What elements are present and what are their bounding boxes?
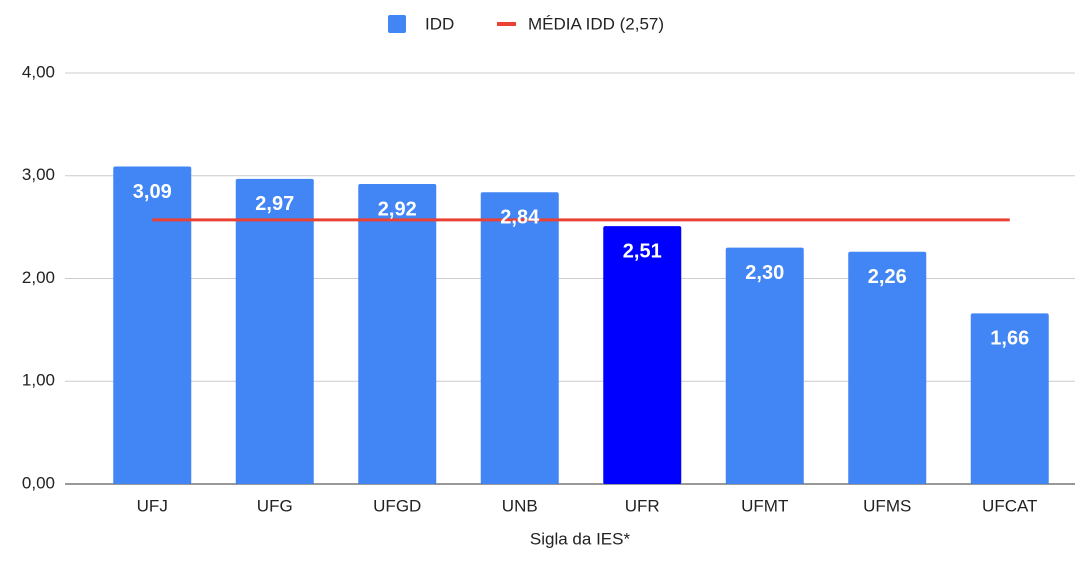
value-label: 3,09	[133, 181, 172, 203]
legend-swatch	[388, 15, 406, 33]
bar	[480, 192, 559, 484]
x-tick-label: UFJ	[137, 496, 168, 515]
y-tick-label: 4,00	[22, 62, 55, 81]
x-tick-label: UFG	[257, 496, 293, 515]
x-axis-title: Sigla da IES*	[530, 529, 631, 548]
x-tick-label: UFGD	[373, 496, 421, 515]
value-label: 2,84	[500, 206, 540, 228]
legend-label: MÉDIA IDD (2,57)	[528, 14, 664, 33]
bar	[725, 247, 804, 484]
value-label: 2,97	[255, 193, 294, 215]
y-tick-label: 0,00	[22, 473, 55, 492]
y-tick-label: 2,00	[22, 268, 55, 287]
value-label: 2,51	[623, 240, 662, 262]
bar	[603, 226, 682, 484]
x-tick-label: UNB	[502, 496, 538, 515]
bar	[970, 313, 1049, 484]
y-tick-label: 1,00	[22, 371, 55, 390]
value-label: 1,66	[990, 328, 1029, 350]
value-label: 2,92	[378, 198, 417, 220]
x-tick-label: UFMT	[741, 496, 788, 515]
legend-label: IDD	[425, 14, 454, 33]
value-label: 2,30	[745, 262, 784, 284]
x-tick-label: UFCAT	[982, 496, 1037, 515]
bar	[235, 178, 314, 484]
x-tick-label: UFR	[625, 496, 660, 515]
bar	[358, 183, 437, 484]
bar	[113, 166, 192, 484]
x-tick-label: UFMS	[863, 496, 911, 515]
y-tick-label: 3,00	[22, 165, 55, 184]
bar	[848, 251, 927, 484]
value-label: 2,26	[868, 266, 907, 288]
